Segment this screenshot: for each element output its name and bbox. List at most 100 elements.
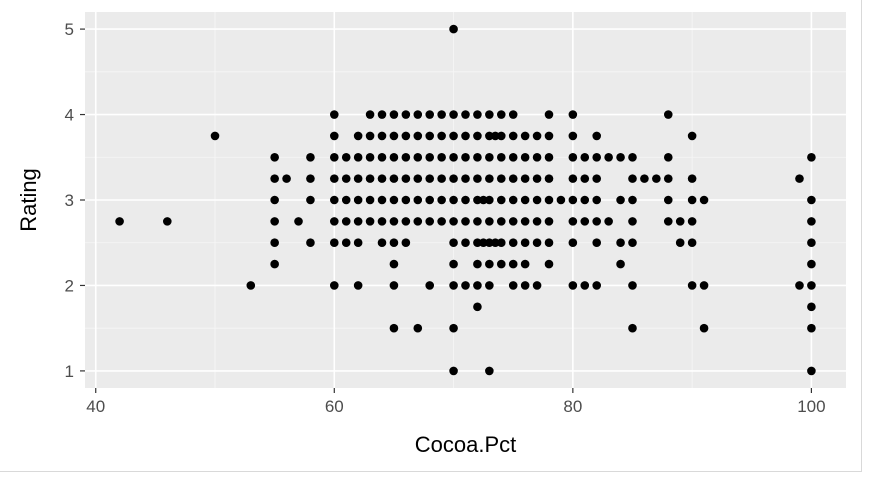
y-tick-label: 4 [65, 106, 74, 125]
data-point [401, 217, 411, 226]
data-point [687, 217, 697, 226]
data-point [508, 217, 518, 226]
data-points [115, 24, 816, 376]
axis-ticks [80, 28, 813, 393]
data-point [508, 238, 518, 248]
x-tick-label: 60 [325, 397, 344, 416]
data-point [628, 152, 637, 162]
data-point [616, 195, 625, 205]
data-point [485, 281, 494, 290]
data-point [699, 195, 709, 205]
data-point [461, 195, 470, 205]
data-point [389, 281, 399, 290]
data-point [389, 110, 399, 119]
data-point [508, 131, 518, 141]
data-point [699, 281, 709, 290]
data-point [807, 195, 816, 205]
y-tick-label: 2 [65, 276, 74, 295]
data-point [580, 217, 590, 226]
data-point [485, 174, 494, 183]
data-point [353, 217, 363, 226]
data-point [508, 110, 518, 119]
data-point [675, 238, 685, 248]
data-point [640, 174, 649, 183]
data-point [628, 323, 637, 333]
y-tick-labels: 1 2 3 4 5 [65, 20, 74, 381]
data-point [389, 131, 399, 141]
data-point [807, 238, 816, 248]
data-point [425, 174, 435, 183]
data-point [473, 152, 482, 162]
data-point [401, 238, 411, 248]
data-point [449, 195, 458, 205]
data-point [520, 281, 530, 290]
data-point [163, 217, 172, 226]
data-point [449, 238, 458, 248]
data-point [699, 323, 709, 333]
data-point [544, 152, 554, 162]
x-axis-title: Cocoa.Pct [415, 432, 517, 457]
data-point [520, 131, 530, 141]
data-point [389, 323, 399, 333]
data-point [389, 174, 399, 183]
data-point [282, 174, 291, 183]
data-point [341, 195, 351, 205]
data-point [473, 217, 482, 226]
data-point [485, 366, 494, 376]
data-point [556, 195, 566, 205]
data-point [592, 238, 602, 248]
data-point [520, 174, 530, 183]
data-point [401, 174, 411, 183]
data-point [580, 174, 590, 183]
data-point [329, 281, 339, 290]
data-point [473, 174, 482, 183]
data-point [496, 259, 506, 269]
data-point [508, 259, 518, 269]
data-point [270, 195, 279, 205]
data-point [628, 174, 637, 183]
data-point [544, 131, 554, 141]
data-point [473, 195, 482, 205]
data-point [449, 110, 458, 119]
data-point [616, 259, 625, 269]
data-point [568, 217, 578, 226]
data-point [807, 152, 816, 162]
x-tick-label: 80 [563, 397, 582, 416]
data-point [461, 131, 470, 141]
y-tick-label: 3 [65, 191, 74, 210]
data-point [532, 195, 542, 205]
data-point [544, 110, 554, 119]
data-point [449, 217, 458, 226]
data-point [496, 131, 506, 141]
data-point [329, 174, 339, 183]
data-point [115, 217, 124, 226]
data-point [353, 238, 363, 248]
data-point [532, 238, 542, 248]
data-point [807, 259, 816, 269]
data-point [628, 238, 637, 248]
data-point [306, 195, 315, 205]
data-point [544, 259, 554, 269]
data-point [580, 281, 590, 290]
data-point [449, 323, 458, 333]
data-point [532, 174, 542, 183]
data-point [341, 217, 351, 226]
data-point [461, 217, 470, 226]
data-point [294, 217, 303, 226]
data-point [353, 281, 363, 290]
data-point [807, 366, 816, 376]
data-point [496, 217, 506, 226]
data-point [496, 152, 506, 162]
data-point [568, 110, 578, 119]
data-point [377, 217, 387, 226]
data-point [663, 195, 673, 205]
data-point [663, 174, 673, 183]
data-point [473, 281, 482, 290]
data-point [389, 238, 399, 248]
data-point [365, 131, 375, 141]
data-point [663, 152, 673, 162]
data-point [592, 174, 602, 183]
data-point [425, 217, 435, 226]
data-point [592, 217, 602, 226]
